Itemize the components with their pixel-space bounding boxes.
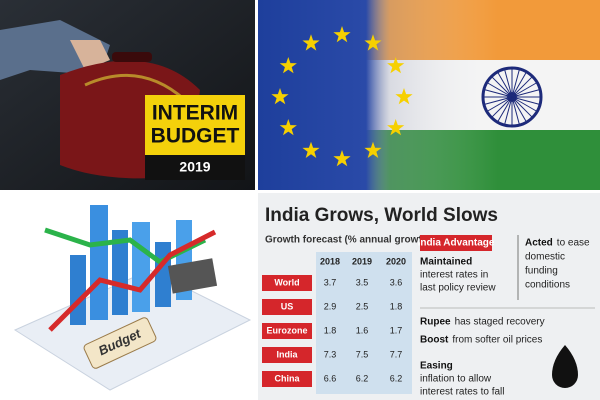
chakra-spoke [484,96,513,105]
eu-star [279,119,297,136]
eu-star [271,88,289,105]
row-label: China [274,373,300,383]
point-text: from softer oil prices [452,335,542,346]
eu-india-flags [258,0,600,190]
chakra-spoke [511,96,533,118]
point-lead: Maintained [420,257,472,268]
point-text: has staged recovery [455,317,545,328]
point-lead: Rupee [420,317,451,328]
table-cell: 1.8 [390,301,403,311]
table-cell: 7.3 [324,349,337,359]
infographic: India Grows, World Slows Growth forecast… [258,193,600,400]
chakra-spoke [491,96,513,118]
point-text: conditions [525,280,570,291]
row-label: India [276,349,298,359]
point-text: last policy review [420,283,496,294]
eu-star [364,141,382,158]
chakra-spoke [504,69,513,98]
point-lead: Boost [420,335,449,346]
table-cell: 2.9 [324,301,337,311]
advantage-title: India Advantage [418,238,495,249]
eu-star [333,150,351,167]
point-text: interest rates to fall [420,387,504,398]
table-cell: 7.5 [356,349,369,359]
info-subtitle: Growth forecast (% annual growth) [265,235,431,246]
table-cell: 6.6 [324,373,337,383]
table-cell: 3.6 [390,277,403,287]
row-label-box [262,347,312,363]
chakra-spoke [484,89,513,98]
year-header: 2020 [386,256,406,266]
eu-star [333,26,351,43]
table-cell: 1.8 [324,325,337,335]
banner-line: BUDGET [151,125,240,148]
eu-star [387,119,405,136]
info-title: India Grows, World Slows [265,205,498,226]
chakra-spoke [487,82,513,98]
banner-year: 2019 [179,159,210,175]
chakra-spoke [511,96,540,105]
eu-star [302,141,320,158]
table-cell: 6.2 [390,373,403,383]
row-label-box [262,275,312,291]
point-text: domestic [525,252,565,263]
table-cell: 2.5 [356,301,369,311]
chakra-spoke [511,72,527,98]
chakra-spoke [511,76,533,98]
row-label-box [262,299,312,315]
budget-illustration: Budget [0,193,255,400]
table-cell: 1.7 [390,325,403,335]
point-text: to ease [557,238,590,249]
point-lead: Acted [525,238,553,249]
point-lead: Easing [420,361,453,372]
point-text: interest rates in [420,270,488,281]
eu-star [387,57,405,74]
banner-line: INTERIM [152,102,238,125]
budget-photo: INTERIM BUDGET 2019 [0,0,255,190]
eu-star [364,34,382,51]
row-label: World [274,277,299,287]
eu-star [302,34,320,51]
chakra-spoke [487,96,513,112]
row-label-box [262,371,312,387]
point-text: funding [525,266,558,277]
table-cell: 1.6 [356,325,369,335]
chakra-spoke [504,96,513,125]
chakra-spoke [491,76,513,98]
chakra-spoke [497,96,513,122]
chakra-spoke [511,96,537,112]
chakra-spoke [511,96,527,122]
table-cell: 6.2 [356,373,369,383]
chakra-spoke [511,89,540,98]
year-header: 2019 [352,256,372,266]
year-header: 2018 [320,256,340,266]
eu-star [395,88,413,105]
table-cell: 7.7 [390,349,403,359]
table-cell: 3.7 [324,277,337,287]
eu-star [279,57,297,74]
chakra-spoke [511,96,520,125]
point-text: inflation to allow [420,374,492,385]
chakra-spoke [497,72,513,98]
row-label-box [262,323,312,339]
chakra-spoke [511,82,537,98]
chakra-spoke [511,69,520,98]
row-label: Eurozone [266,325,307,335]
row-label: US [281,301,294,311]
table-cell: 3.5 [356,277,369,287]
